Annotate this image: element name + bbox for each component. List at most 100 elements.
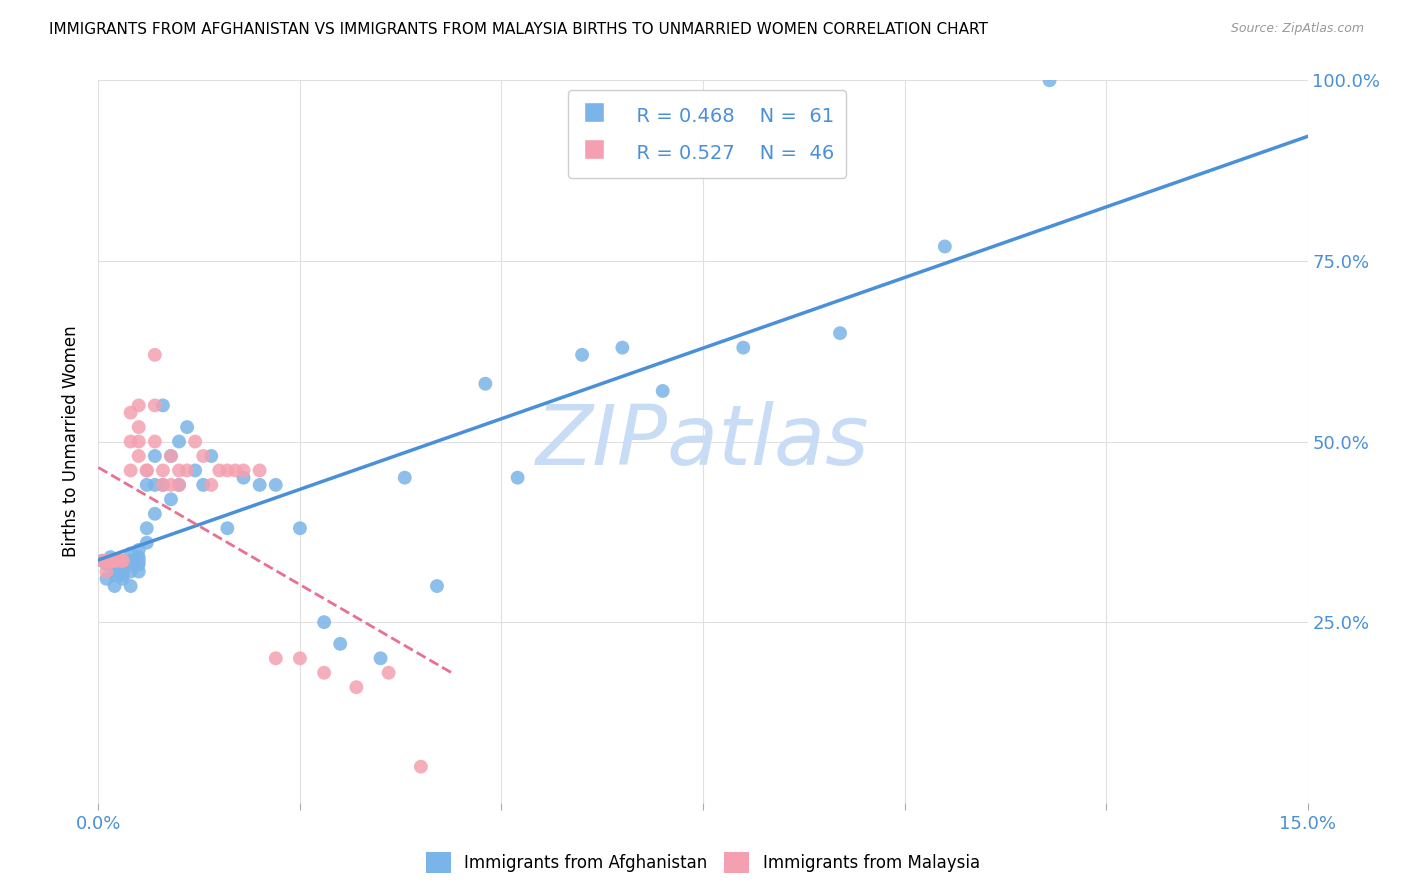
Point	[96, 572, 118, 586]
Point	[506, 470, 529, 484]
Point	[828, 326, 851, 340]
Point	[152, 398, 174, 412]
Point	[143, 398, 166, 412]
Point	[128, 434, 150, 449]
Point	[160, 492, 183, 507]
Point	[103, 579, 125, 593]
Point	[314, 615, 336, 630]
Point	[934, 239, 956, 253]
Point	[128, 554, 150, 568]
Point	[120, 547, 142, 561]
Point	[264, 651, 287, 665]
Point	[143, 434, 166, 449]
Point	[193, 478, 215, 492]
Legend: Immigrants from Afghanistan, Immigrants from Malaysia: Immigrants from Afghanistan, Immigrants …	[419, 846, 987, 880]
Point	[128, 565, 150, 579]
Point	[474, 376, 496, 391]
Point	[96, 558, 118, 572]
Point	[314, 665, 336, 680]
Point	[143, 507, 166, 521]
Point	[217, 521, 239, 535]
Point	[100, 554, 122, 568]
Point	[111, 554, 134, 568]
Point	[377, 665, 399, 680]
Point	[409, 760, 432, 774]
Y-axis label: Births to Unmarried Women: Births to Unmarried Women	[62, 326, 80, 558]
Point	[120, 579, 142, 593]
Point	[135, 463, 157, 477]
Point	[167, 478, 190, 492]
Point	[103, 554, 125, 568]
Point	[394, 470, 416, 484]
Point	[176, 420, 198, 434]
Point	[103, 558, 125, 572]
Point	[152, 478, 174, 492]
Point	[249, 463, 271, 477]
Point	[96, 565, 118, 579]
Point	[733, 341, 755, 355]
Point	[120, 554, 142, 568]
Point	[426, 579, 449, 593]
Point	[103, 554, 125, 568]
Point	[120, 434, 142, 449]
Point	[103, 565, 125, 579]
Point	[571, 348, 593, 362]
Point	[135, 463, 157, 477]
Point	[224, 463, 246, 477]
Point	[111, 568, 134, 582]
Point	[160, 449, 183, 463]
Point	[200, 478, 222, 492]
Point	[143, 348, 166, 362]
Point	[111, 554, 134, 568]
Point	[232, 463, 254, 477]
Point	[184, 463, 207, 477]
Point	[103, 554, 125, 568]
Point	[111, 565, 134, 579]
Point	[160, 449, 183, 463]
Point	[152, 463, 174, 477]
Point	[135, 535, 157, 549]
Point	[288, 651, 311, 665]
Point	[167, 463, 190, 477]
Point	[96, 554, 118, 568]
Point	[344, 680, 367, 694]
Point	[135, 478, 157, 492]
Point	[100, 554, 122, 568]
Point	[160, 478, 183, 492]
Point	[100, 554, 122, 568]
Point	[167, 434, 190, 449]
Point	[107, 554, 129, 568]
Point	[128, 558, 150, 572]
Text: Source: ZipAtlas.com: Source: ZipAtlas.com	[1230, 22, 1364, 36]
Point	[120, 558, 142, 572]
Point	[288, 521, 311, 535]
Point	[329, 637, 352, 651]
Point	[167, 478, 190, 492]
Point	[111, 554, 134, 568]
Point	[612, 341, 634, 355]
Point	[152, 478, 174, 492]
Point	[103, 568, 125, 582]
Point	[184, 434, 207, 449]
Point	[1039, 73, 1062, 87]
Point	[128, 550, 150, 565]
Point	[200, 449, 222, 463]
Point	[135, 521, 157, 535]
Point	[128, 398, 150, 412]
Point	[249, 478, 271, 492]
Legend:   R = 0.468    N =  61,   R = 0.527    N =  46: R = 0.468 N = 61, R = 0.527 N = 46	[568, 90, 846, 178]
Point	[128, 542, 150, 557]
Point	[107, 554, 129, 568]
Point	[111, 572, 134, 586]
Point	[370, 651, 392, 665]
Point	[91, 554, 114, 568]
Point	[128, 449, 150, 463]
Point	[120, 463, 142, 477]
Point	[120, 565, 142, 579]
Point	[120, 406, 142, 420]
Point	[232, 470, 254, 484]
Point	[208, 463, 231, 477]
Point	[651, 384, 673, 398]
Point	[111, 554, 134, 568]
Point	[143, 478, 166, 492]
